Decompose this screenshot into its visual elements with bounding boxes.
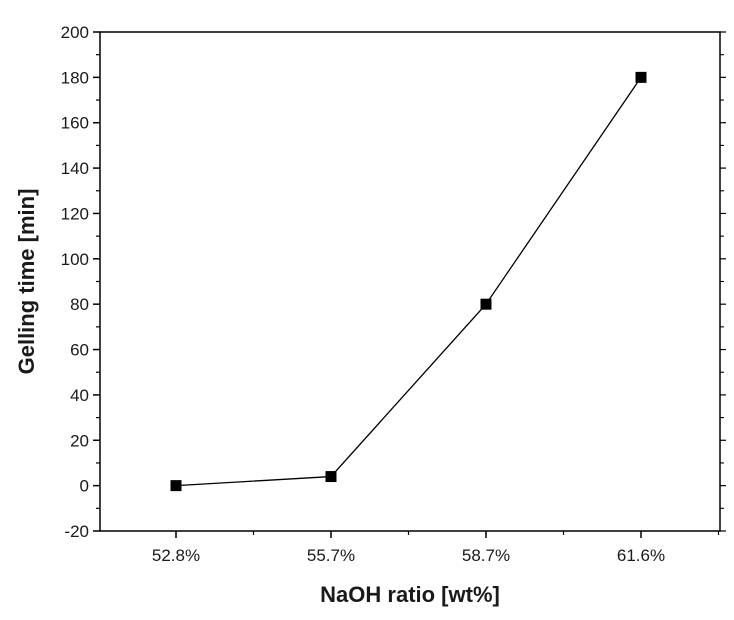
series-line xyxy=(175,76,642,487)
x-axis-ticks: 52.8% 55.7% 58.7% 61.6% xyxy=(152,531,720,565)
plot-frame xyxy=(99,31,721,532)
y-tick-label: 80 xyxy=(70,295,89,314)
y-tick-label: 0 xyxy=(80,477,89,496)
y-tick-label: 160 xyxy=(61,114,89,133)
data-point-marker xyxy=(325,471,337,483)
x-tick-label: 52.8% xyxy=(152,546,200,565)
x-tick-label: 55.7% xyxy=(307,546,355,565)
x-tick-label: 61.6% xyxy=(617,546,665,565)
y-tick-label: 140 xyxy=(61,159,89,178)
x-axis-title: NaOH ratio [wt%] xyxy=(320,582,500,607)
y-tick-label: 60 xyxy=(70,341,89,360)
x-tick-label: 58.7% xyxy=(462,546,510,565)
data-point-marker xyxy=(480,298,492,310)
y-tick-label: 100 xyxy=(61,250,89,269)
y-tick-label: 120 xyxy=(61,204,89,223)
y-tick-label: 200 xyxy=(61,23,89,42)
data-point-marker xyxy=(635,71,647,83)
y-axis-ticks: -20 0 20 40 60 80 100 120 140 160 180 200 xyxy=(61,23,726,541)
y-tick-label: 180 xyxy=(61,68,89,87)
series-layer xyxy=(170,71,647,492)
y-tick-label: -20 xyxy=(64,522,89,541)
data-point-marker xyxy=(170,480,182,492)
y-tick-label: 40 xyxy=(70,386,89,405)
y-tick-label: 20 xyxy=(70,431,89,450)
y-axis-title: Gelling time [min] xyxy=(14,189,39,375)
